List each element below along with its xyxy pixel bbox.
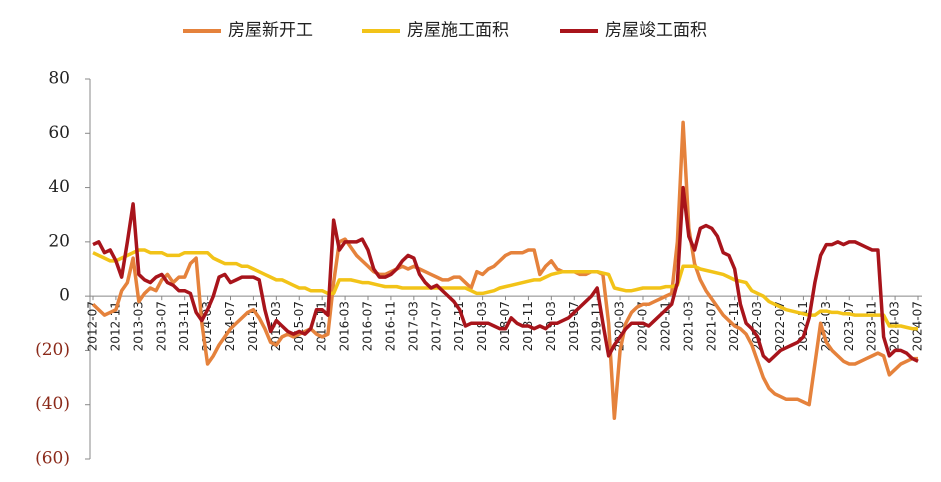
y-tick-label: 20: [48, 231, 70, 251]
y-tick-label: (40): [35, 394, 70, 414]
x-tick-label: 2024-07: [911, 301, 925, 351]
x-tick-label: 2023-03: [819, 301, 833, 351]
x-tick-label: 2013-03: [131, 301, 145, 351]
x-tick-label: 2012-07: [86, 301, 100, 351]
series-line: [92, 248, 918, 331]
legend-label: 房屋竣工面积: [605, 21, 707, 41]
x-tick-label: 2013-11: [177, 301, 191, 351]
x-tick-label: 2019-03: [544, 301, 558, 351]
x-tick-label: 2018-03: [475, 301, 489, 351]
legend-label: 房屋新开工: [228, 21, 313, 41]
y-tick-label: 60: [48, 123, 70, 143]
x-tick-label: 2017-03: [406, 301, 420, 351]
y-tick-label: (20): [35, 340, 70, 360]
x-tick-label: 2022-07: [773, 301, 787, 351]
x-tick-label: 2022-03: [750, 301, 764, 351]
x-tick-label: 2020-07: [636, 301, 650, 351]
x-tick-label: 2016-11: [383, 301, 397, 351]
x-tick-label: 2013-07: [154, 301, 168, 351]
x-tick-label: 2023-07: [842, 301, 856, 351]
x-tick-label: 2021-07: [704, 301, 718, 351]
series-line: [91, 120, 918, 421]
y-tick-label: (60): [35, 449, 70, 469]
x-tick-label: 2015-07: [292, 301, 306, 351]
y-tick-label: 80: [48, 69, 70, 89]
x-tick-label: 2017-07: [429, 301, 443, 351]
y-tick-label: 40: [48, 177, 70, 197]
x-tick-label: 2016-03: [338, 301, 352, 351]
x-tick-label: 2023-11: [865, 301, 879, 351]
legend-label: 房屋施工面积: [407, 21, 509, 41]
y-tick-label: 0: [59, 286, 70, 306]
x-tick-label: 2012-11: [108, 301, 122, 351]
x-tick-label: 2021-03: [681, 301, 695, 351]
series-line: [92, 185, 919, 364]
x-tick-label: 2016-07: [361, 301, 375, 351]
x-tick-label: 2019-07: [567, 301, 581, 351]
x-tick-label: 2014-07: [223, 301, 237, 351]
